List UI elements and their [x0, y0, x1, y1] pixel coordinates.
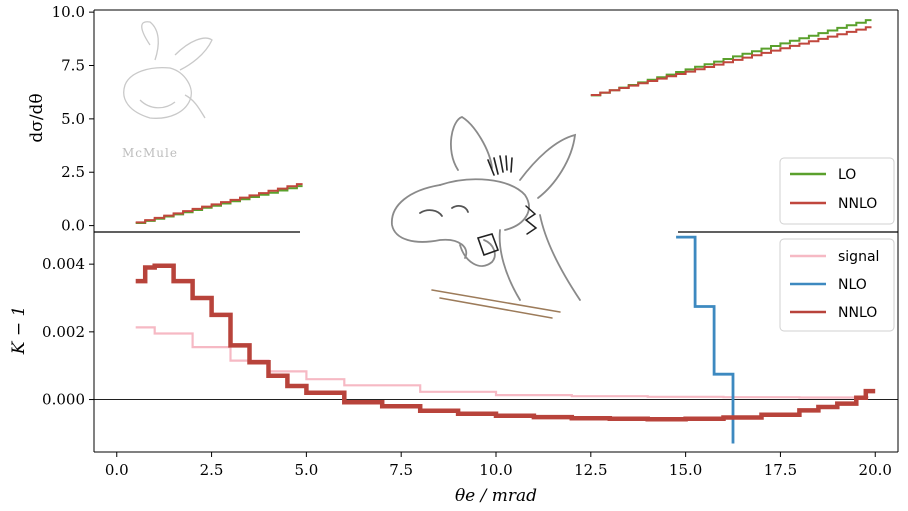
mule-hand — [459, 239, 496, 267]
top-y-tick-label: 7.5 — [61, 57, 85, 75]
x-axis-label: θe / mrad — [455, 486, 537, 506]
bottom-y-tick-label: 0.002 — [42, 323, 85, 341]
mule-eye-right — [451, 205, 469, 213]
bottom-y-axis-label: K − 1 — [9, 306, 29, 356]
x-tick-label: 0.0 — [105, 461, 129, 479]
top-legend: LO NNLO — [779, 157, 895, 225]
mcmule-logo: McMule — [122, 21, 213, 160]
logo-ear-left — [141, 21, 159, 61]
legend-label-signal: signal — [838, 249, 879, 265]
bottom-y-ticks: 0.000 0.002 0.004 — [42, 255, 94, 409]
top-legend-box — [779, 157, 895, 225]
top-y-tick-label: 0.0 — [61, 217, 85, 235]
bottom-y-tick-label: 0.000 — [42, 391, 85, 409]
top-series-nnlo-seg1 — [135, 183, 303, 224]
top-y-tick-label: 5.0 — [61, 110, 85, 128]
top-y-axis-label: dσ/dθ — [27, 93, 47, 142]
logo-head — [123, 66, 192, 119]
bottom-x-ticks: 0.0 2.5 5.0 7.5 10.0 12.5 15.0 17.5 20.0 — [105, 452, 892, 479]
x-tick-label: 5.0 — [294, 461, 318, 479]
x-tick-label: 15.0 — [669, 461, 702, 479]
x-tick-label: 17.5 — [764, 461, 797, 479]
x-tick-label: 2.5 — [200, 461, 224, 479]
logo-neck — [184, 94, 206, 119]
mule-table — [431, 289, 561, 319]
logo-ear-right — [174, 37, 213, 71]
logo-mouth — [139, 99, 176, 109]
legend-label-lo: LO — [838, 167, 856, 183]
x-tick-label: 7.5 — [389, 461, 413, 479]
mule-mane — [524, 205, 538, 235]
mule-hair — [487, 155, 513, 176]
x-tick-label: 12.5 — [574, 461, 607, 479]
top-series-lo-seg2 — [590, 19, 872, 97]
mule-neck-back — [539, 214, 581, 301]
mule-eye-left — [419, 209, 443, 217]
top-series-nnlo-seg2 — [590, 26, 872, 96]
x-tick-label: 20.0 — [859, 461, 892, 479]
mule-neck-front — [498, 229, 521, 301]
mule-cartoon — [391, 116, 581, 319]
top-y-tick-label: 10.0 — [52, 3, 85, 21]
bottom-series-nlo — [676, 235, 735, 444]
legend-label-nnlo-bottom: NNLO — [838, 305, 877, 321]
bottom-legend: signal NLO NNLO — [779, 238, 895, 332]
top-series — [135, 19, 872, 224]
mule-forehead — [439, 178, 530, 231]
bottom-series — [135, 235, 876, 444]
top-y-ticks: 0.0 2.5 5.0 7.5 10.0 — [52, 3, 94, 235]
mule-ear-right — [519, 133, 577, 199]
bottom-legend-box — [779, 238, 895, 332]
x-tick-label: 10.0 — [479, 461, 512, 479]
legend-label-nnlo-top: NNLO — [838, 196, 877, 212]
logo-text: McMule — [122, 146, 178, 160]
bottom-series-signal — [135, 326, 869, 399]
mule-watch — [476, 233, 500, 257]
mule-ear-left — [450, 116, 493, 171]
mule-head — [391, 184, 468, 259]
top-panel: 0.0 2.5 5.0 7.5 10.0 dσ/dθ LO NNLO — [27, 3, 899, 235]
bottom-series-nnlo — [135, 263, 876, 422]
top-y-tick-label: 2.5 — [61, 163, 85, 181]
bottom-y-tick-label: 0.004 — [42, 255, 85, 273]
legend-label-nlo: NLO — [838, 277, 867, 293]
bottom-panel: 0.000 0.002 0.004 0.0 2.5 5.0 7.5 10.0 12.5 15.0… — [9, 232, 899, 506]
